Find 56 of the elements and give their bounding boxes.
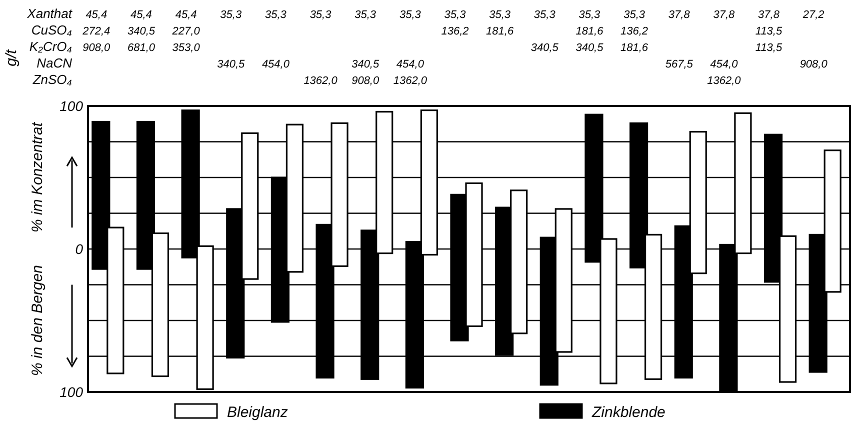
category-label: CuSO₄ (31, 22, 72, 38)
text: 681,0 (127, 42, 155, 54)
text: 37,8 (758, 9, 780, 21)
text: 37,8 (713, 9, 735, 21)
legend-label: Zinkblende (591, 404, 666, 421)
text: 27,2 (802, 9, 824, 21)
text: 353,0 (172, 42, 200, 54)
text: 181,6 (576, 26, 604, 38)
y-tick-label: 100 (60, 98, 84, 114)
text: 45,4 (175, 9, 197, 21)
text: % in den Bergen (29, 265, 46, 376)
text: 340,5 (530, 42, 558, 54)
text: 340,5 (352, 58, 380, 70)
text: 136,2 (620, 26, 648, 38)
text: 35,3 (264, 9, 286, 21)
category-label: NaCN (36, 56, 72, 70)
y-axis-title: % im Konzentrat (29, 122, 46, 233)
text: 1362,0 (707, 75, 741, 87)
category-label: ZnSO₄ (32, 72, 72, 87)
text: 35,3 (444, 9, 466, 21)
text: 340,5 (217, 58, 245, 70)
text: 35,3 (489, 9, 511, 21)
text: 272,4 (82, 26, 110, 38)
text: 454,0 (262, 58, 290, 70)
text: 1362,0 (393, 75, 428, 87)
text: 567,5 (665, 58, 693, 70)
text: 908,0 (82, 42, 110, 54)
text: 35,3 (624, 9, 646, 21)
text: 113,5 (755, 26, 782, 38)
text: 45,4 (130, 9, 152, 21)
text: 35,3 (220, 9, 242, 21)
text: 35,3 (399, 9, 421, 21)
text: 340,5 (127, 26, 155, 38)
text: 1362,0 (304, 75, 338, 87)
text: 227,0 (172, 26, 200, 38)
text: 136,2 (441, 26, 469, 38)
text: 35,3 (534, 9, 556, 21)
text: 37,8 (668, 9, 690, 21)
y-tick-label: 100 (60, 384, 84, 400)
text: 454,0 (396, 58, 424, 70)
text: g/t (3, 48, 20, 66)
legend-label: Bleiglanz (227, 404, 288, 421)
text: 181,6 (620, 42, 648, 54)
text: 35,3 (354, 9, 376, 21)
text: 340,5 (576, 42, 604, 54)
text: 908,0 (352, 75, 380, 87)
text: 35,3 (578, 9, 600, 21)
text: 35,3 (310, 9, 332, 21)
category-label: K₂CrO₄ (29, 39, 72, 54)
text: 45,4 (86, 9, 108, 21)
y-tick-label: 0 (75, 241, 84, 257)
category-label: Xanthat (27, 6, 72, 21)
text: 113,5 (755, 42, 782, 54)
text: 181,6 (486, 26, 514, 38)
text: 908,0 (800, 58, 828, 70)
text: 454,0 (710, 58, 738, 70)
